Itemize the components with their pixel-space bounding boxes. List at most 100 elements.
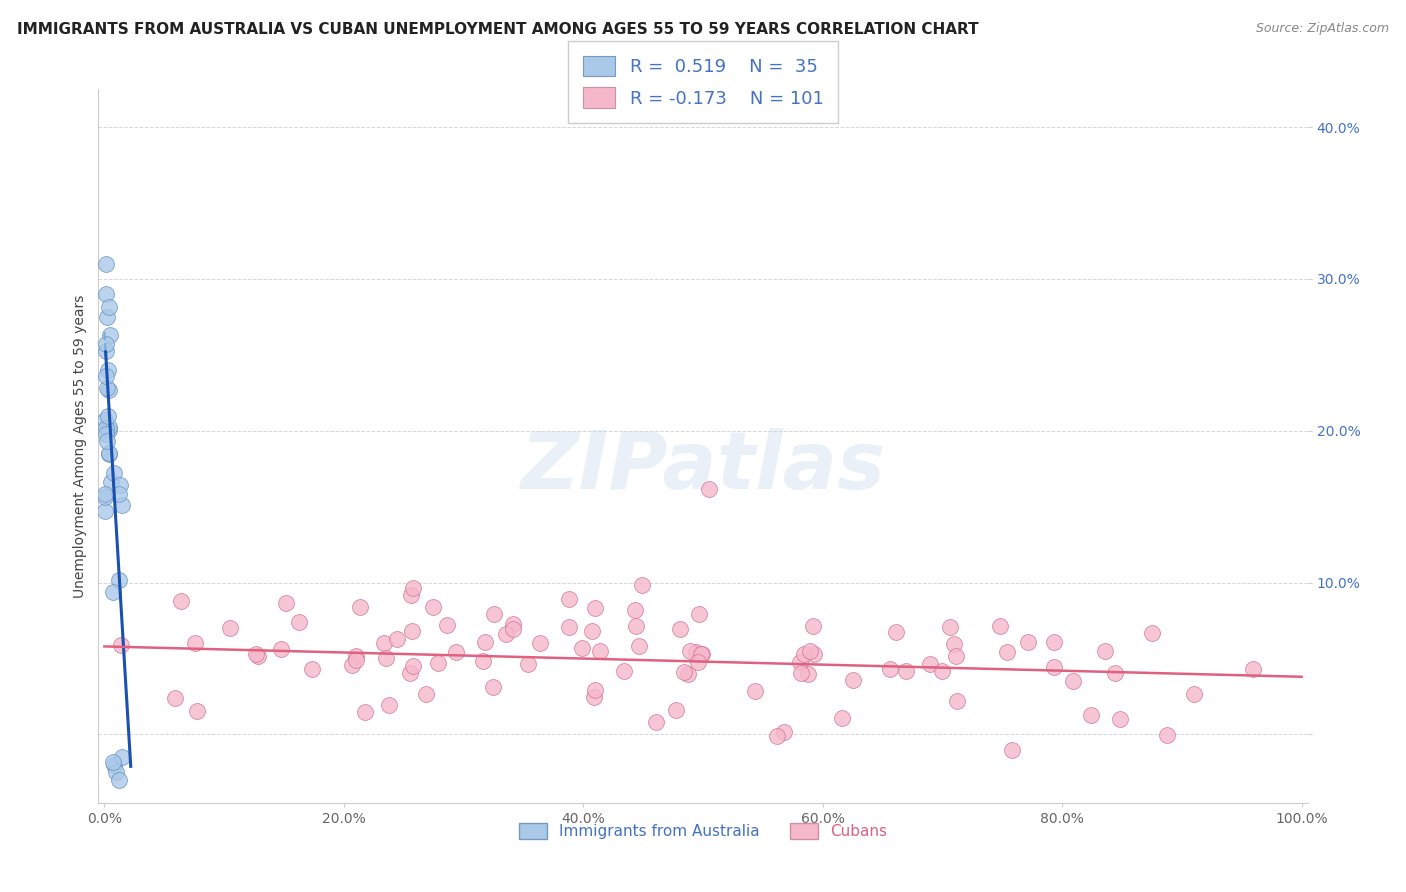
Point	[436, 618, 458, 632]
Point	[402, 659, 425, 673]
Point	[111, 498, 134, 512]
Point	[101, 585, 124, 599]
Point	[94, 337, 117, 351]
Point	[624, 618, 647, 632]
Point	[378, 698, 401, 712]
Point	[945, 694, 967, 708]
Point	[107, 772, 129, 787]
Point	[690, 647, 713, 661]
Point	[107, 573, 129, 587]
Point	[373, 636, 395, 650]
Point	[631, 578, 654, 592]
Point	[1241, 662, 1264, 676]
Point	[938, 620, 960, 634]
Point	[678, 666, 700, 681]
Point	[107, 487, 129, 501]
Point	[245, 648, 267, 662]
Point	[111, 750, 134, 764]
Point	[96, 434, 118, 448]
Point	[96, 310, 118, 324]
Point	[110, 638, 132, 652]
Point	[474, 634, 496, 648]
Point	[247, 648, 270, 663]
Point	[344, 648, 367, 663]
Point	[98, 447, 121, 461]
Point	[879, 662, 901, 676]
Point	[831, 711, 853, 725]
Point	[516, 657, 538, 671]
Point	[894, 664, 917, 678]
Point	[94, 487, 117, 501]
Point	[581, 624, 603, 638]
Point	[583, 690, 606, 704]
Point	[945, 649, 967, 664]
Point	[697, 482, 720, 496]
Point	[613, 664, 636, 678]
Point	[186, 704, 208, 718]
Point	[744, 684, 766, 698]
Point	[96, 287, 118, 301]
Point	[97, 409, 120, 423]
Point	[97, 446, 120, 460]
Point	[94, 490, 117, 504]
Point	[558, 620, 581, 634]
Point	[502, 622, 524, 636]
Y-axis label: Unemployment Among Ages 55 to 59 years: Unemployment Among Ages 55 to 59 years	[73, 294, 87, 598]
Point	[97, 384, 120, 398]
Point	[502, 617, 524, 632]
Point	[96, 343, 118, 358]
Point	[94, 426, 117, 441]
Point	[1042, 660, 1064, 674]
Point	[799, 644, 821, 658]
Point	[427, 656, 450, 670]
Text: ZIPatlas: ZIPatlas	[520, 428, 886, 507]
Point	[583, 683, 606, 698]
Point	[765, 729, 787, 743]
Point	[103, 466, 125, 480]
Point	[583, 600, 606, 615]
Point	[94, 257, 117, 271]
Point	[1182, 688, 1205, 702]
Point	[484, 607, 506, 621]
Point	[918, 657, 941, 671]
Point	[398, 666, 420, 681]
Point	[98, 301, 121, 315]
Point	[288, 615, 311, 629]
Point	[688, 656, 710, 670]
Point	[276, 596, 298, 610]
Point	[1043, 635, 1066, 649]
Point	[668, 622, 690, 636]
Point	[1018, 635, 1040, 649]
Point	[94, 504, 117, 518]
Point	[344, 653, 367, 667]
Point	[942, 637, 965, 651]
Point	[801, 619, 824, 633]
Point	[688, 607, 710, 621]
Point	[94, 413, 117, 427]
Point	[797, 667, 820, 681]
Point	[842, 673, 865, 687]
Point	[1062, 673, 1084, 688]
Point	[685, 645, 707, 659]
Point	[96, 381, 118, 395]
Point	[644, 714, 666, 729]
Point	[446, 645, 468, 659]
Point	[1140, 626, 1163, 640]
Point	[1109, 712, 1132, 726]
Point	[387, 632, 409, 646]
Point	[98, 423, 121, 437]
Point	[1104, 665, 1126, 680]
Point	[96, 421, 118, 435]
Point	[1094, 644, 1116, 658]
Point	[402, 582, 425, 596]
Point	[673, 665, 696, 680]
Point	[354, 705, 377, 719]
Point	[789, 666, 811, 681]
Text: Source: ZipAtlas.com: Source: ZipAtlas.com	[1256, 22, 1389, 36]
Point	[301, 662, 323, 676]
Point	[105, 765, 128, 780]
Point	[97, 420, 120, 434]
Point	[270, 641, 292, 656]
Point	[340, 658, 363, 673]
Point	[401, 624, 423, 638]
